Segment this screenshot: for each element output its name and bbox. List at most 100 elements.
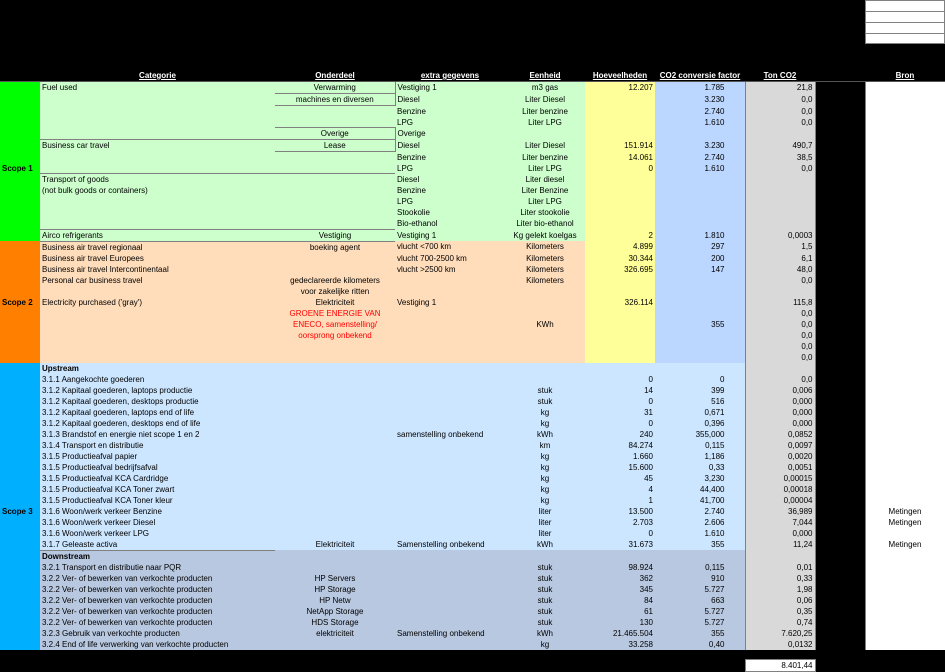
scope-cell: Scope 1	[0, 163, 40, 174]
bron-cell	[865, 140, 945, 152]
spacer-cell	[815, 196, 865, 207]
spacer-cell	[815, 117, 865, 128]
extra-cell: Vestiging 1	[395, 229, 505, 241]
scope-cell	[0, 517, 40, 528]
tonco2-cell: 21,8	[745, 82, 815, 94]
spacer-cell	[815, 264, 865, 275]
table-row: Scope 1LPGLiter LPG01.6100,0	[0, 163, 945, 174]
tonco2-cell	[745, 286, 815, 297]
table-row: BenzineLiter benzine14.0612.74038,5	[0, 152, 945, 163]
bron-cell	[865, 385, 945, 396]
tonco2-cell: 7,044	[745, 517, 815, 528]
eenheid-cell	[505, 363, 585, 374]
eenheid-cell: Kilometers	[505, 275, 585, 286]
tonco2-cell: 490,7	[745, 140, 815, 152]
hoeveelheden-cell	[585, 218, 655, 229]
conv-cell: 355,000	[655, 429, 745, 440]
hoeveelheden-cell: 12.207	[585, 82, 655, 94]
spacer-cell	[815, 341, 865, 352]
hoeveelheden-cell: 4	[585, 484, 655, 495]
hoeveelheden-cell: 1.660	[585, 451, 655, 462]
onderdeel-cell	[275, 407, 395, 418]
tonco2-cell: 38,5	[745, 152, 815, 163]
scope-cell	[0, 330, 40, 341]
spacer-cell	[815, 330, 865, 341]
tonco2-cell	[745, 128, 815, 140]
bron-cell	[865, 584, 945, 595]
tonco2-cell: 0,35	[745, 606, 815, 617]
extra-cell: Vestiging 1	[395, 297, 505, 308]
bron-cell	[865, 174, 945, 186]
extra-cell	[395, 275, 505, 286]
bron-cell	[865, 152, 945, 163]
categorie-cell	[40, 152, 275, 163]
categorie-cell: Upstream	[40, 363, 275, 374]
categorie-cell: 3.1.4 Transport en distributie	[40, 440, 275, 451]
onderdeel-cell	[275, 218, 395, 229]
tonco2-cell: 0,000	[745, 418, 815, 429]
bron-cell	[865, 163, 945, 174]
hoeveelheden-cell	[585, 207, 655, 218]
onderdeel-cell	[275, 264, 395, 275]
bron-cell: Metingen	[865, 506, 945, 517]
table-row: 3.2.2 Ver- of bewerken van verkochte pro…	[0, 595, 945, 606]
categorie-cell: 3.1.3 Brandstof en energie niet scope 1 …	[40, 429, 275, 440]
tonco2-cell: 0,0	[745, 106, 815, 117]
table-row: Bio-ethanolLiter bio-ethanol	[0, 218, 945, 229]
onderdeel-cell	[275, 374, 395, 385]
hdr-hoeveelheden: Hoeveelheden	[585, 70, 655, 82]
scope-cell	[0, 341, 40, 352]
bron-cell	[865, 628, 945, 639]
categorie-cell	[40, 308, 275, 319]
extra-cell	[395, 562, 505, 573]
bron-cell	[865, 484, 945, 495]
eenheid-cell	[505, 341, 585, 352]
scope-cell	[0, 584, 40, 595]
scope-cell	[0, 639, 40, 650]
tonco2-cell: 0,0	[745, 352, 815, 363]
table-row: StookolieLiter stookolie	[0, 207, 945, 218]
eenheid-cell: stuk	[505, 573, 585, 584]
hoeveelheden-cell: 151.914	[585, 140, 655, 152]
extra-cell	[395, 418, 505, 429]
spacer-cell	[815, 82, 865, 94]
scope-cell	[0, 106, 40, 117]
bron-cell	[865, 207, 945, 218]
categorie-cell: 3.2.4 End of life verwerking van verkoch…	[40, 639, 275, 650]
categorie-cell: 3.1.2 Kapitaal goederen, laptops end of …	[40, 407, 275, 418]
scope-cell	[0, 418, 40, 429]
tonco2-cell: 0,00015	[745, 473, 815, 484]
onderdeel-cell	[275, 396, 395, 407]
hoeveelheden-cell	[585, 196, 655, 207]
spacer-cell	[815, 94, 865, 106]
tonco2-cell: 0,000	[745, 396, 815, 407]
scope-cell	[0, 451, 40, 462]
tonco2-cell: 0,74	[745, 617, 815, 628]
eenheid-cell: Liter stookolie	[505, 207, 585, 218]
tonco2-cell: 0,0852	[745, 429, 815, 440]
categorie-cell: 3.1.2 Kapitaal goederen, laptops product…	[40, 385, 275, 396]
tonco2-cell: 0,01	[745, 562, 815, 573]
hoeveelheden-cell: 1	[585, 495, 655, 506]
onderdeel-cell	[275, 462, 395, 473]
tonco2-cell	[745, 174, 815, 186]
conv-cell	[655, 185, 745, 196]
hoeveelheden-cell: 31.673	[585, 539, 655, 551]
bron-cell	[865, 196, 945, 207]
categorie-cell	[40, 106, 275, 117]
hoeveelheden-cell: 4.899	[585, 241, 655, 253]
onderdeel-cell: NetApp Storage	[275, 606, 395, 617]
extra-cell: Stookolie	[395, 207, 505, 218]
conv-cell	[655, 363, 745, 374]
bron-cell	[865, 264, 945, 275]
hoeveelheden-cell: 240	[585, 429, 655, 440]
extra-cell: vlucht 700-2500 km	[395, 253, 505, 264]
categorie-cell	[40, 286, 275, 297]
bottom-spacer-row	[0, 650, 945, 660]
conv-cell: 3.230	[655, 94, 745, 106]
spacer-cell	[815, 550, 865, 562]
extra-cell: Samenstelling onbekend	[395, 628, 505, 639]
conv-cell: 2.740	[655, 106, 745, 117]
hdr-blank	[0, 70, 40, 82]
bron-cell	[865, 253, 945, 264]
